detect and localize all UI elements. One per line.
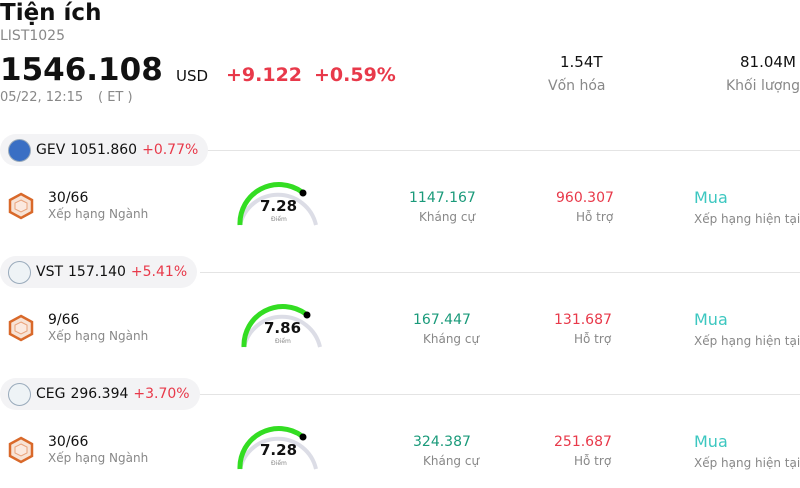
support-label: Hỗ trợ [574, 332, 612, 346]
support: 251.687 [554, 434, 612, 450]
rating: Mua [694, 310, 728, 329]
change: +0.77% [142, 142, 199, 158]
gauge [240, 303, 326, 349]
stock-pill[interactable]: VST 157.140 +5.41% [0, 256, 198, 288]
rank: 30/66 [48, 190, 89, 206]
rank-label: Xếp hạng Ngành [48, 329, 149, 343]
logo [8, 260, 31, 284]
rank: 9/66 [48, 312, 80, 328]
divider [200, 150, 800, 151]
currency: USD [176, 67, 209, 85]
resistance: 167.447 [413, 312, 471, 328]
stat-label: Vốn hóa [548, 78, 606, 94]
score-label: Điểm [271, 216, 287, 223]
code: LIST1025 [0, 28, 65, 44]
price: 1051.860 [70, 142, 138, 158]
support: 960.307 [556, 190, 614, 206]
score-label: Điểm [271, 460, 287, 467]
gauge [236, 181, 322, 227]
rank-icon [8, 192, 34, 224]
score: 7.28 [260, 441, 298, 459]
rating-label: Xếp hạng hiện tại [694, 456, 800, 470]
support-label: Hỗ trợ [574, 454, 612, 468]
logo [8, 138, 31, 162]
change: +9.122 [226, 64, 303, 86]
gauge [236, 425, 322, 471]
rank-icon [8, 436, 34, 468]
support-label: Hỗ trợ [576, 210, 614, 224]
score: 7.86 [264, 319, 302, 337]
divider [200, 272, 800, 273]
rating-label: Xếp hạng hiện tại [694, 334, 800, 348]
change: +3.70% [133, 386, 190, 402]
price: 1546.108 [0, 52, 163, 88]
price: 296.394 [70, 386, 129, 402]
resistance-label: Kháng cự [423, 454, 480, 468]
ticker: GEV [36, 142, 66, 158]
ticker: CEG [36, 386, 66, 402]
resistance: 1147.167 [409, 190, 476, 206]
stock-pill[interactable]: GEV 1051.860 +0.77% [0, 134, 209, 166]
rating: Mua [694, 432, 728, 451]
timezone: ( ET ) [98, 90, 133, 105]
rating: Mua [694, 188, 728, 207]
rank-icon [8, 314, 34, 346]
stat-value: 1.54T [560, 53, 603, 71]
score-label: Điểm [275, 338, 291, 345]
stat-label: Khối lượng [726, 78, 800, 94]
divider [200, 394, 800, 395]
logo [8, 382, 31, 406]
support: 131.687 [554, 312, 612, 328]
stock-pill[interactable]: CEG 296.394 +3.70% [0, 378, 200, 410]
ticker: VST [36, 264, 64, 280]
title: Tiện ích [0, 0, 102, 26]
change: +5.41% [130, 264, 188, 280]
stat-value: 81.04M [740, 53, 796, 71]
resistance: 324.387 [413, 434, 471, 450]
score: 7.28 [260, 197, 298, 215]
rating-label: Xếp hạng hiện tại [694, 212, 800, 226]
rank-label: Xếp hạng Ngành [48, 207, 149, 221]
resistance-label: Kháng cự [423, 332, 480, 346]
time: 05/22, 12:15 [0, 90, 84, 105]
rank: 30/66 [48, 434, 89, 450]
resistance-label: Kháng cự [419, 210, 476, 224]
change-pct: +0.59% [314, 64, 396, 86]
price: 157.140 [68, 264, 126, 280]
rank-label: Xếp hạng Ngành [48, 451, 149, 465]
